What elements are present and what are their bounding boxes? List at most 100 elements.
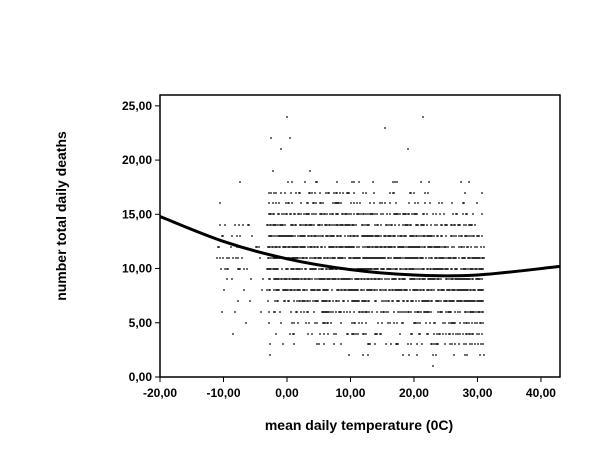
scatter-point <box>367 224 369 226</box>
scatter-point <box>420 235 422 237</box>
axis-ticks: -20,00 -10,00 0,00 10,00 20,00 30,00 40,000,00… <box>122 99 556 400</box>
scatter-point <box>376 257 378 259</box>
scatter-point <box>468 333 470 335</box>
scatter-point <box>434 224 436 226</box>
scatter-point <box>418 246 420 248</box>
scatter-point <box>446 289 448 291</box>
scatter-point <box>470 224 472 226</box>
scatter-point <box>295 224 297 226</box>
scatter-point <box>386 213 388 215</box>
scatter-point <box>451 289 453 291</box>
scatter-point <box>281 268 283 270</box>
scatter-point <box>369 257 371 259</box>
scatter-point <box>332 235 334 237</box>
scatter-point <box>389 246 391 248</box>
scatter-point <box>290 192 292 194</box>
scatter-point <box>420 311 422 313</box>
scatter-point <box>432 278 434 280</box>
scatter-point <box>348 257 350 259</box>
scatter-point <box>343 311 345 313</box>
scatter-point <box>356 300 358 302</box>
scatter-point <box>376 289 378 291</box>
scatter-point <box>397 289 399 291</box>
scatter-point <box>429 202 431 204</box>
scatter-point <box>351 181 353 183</box>
scatter-point <box>407 343 409 345</box>
scatter-point <box>376 246 378 248</box>
scatter-point <box>465 311 467 313</box>
scatter-point <box>463 322 465 324</box>
scatter-point <box>374 246 376 248</box>
scatter-point <box>297 278 299 280</box>
scatter-point <box>464 289 466 291</box>
scatter-point <box>443 300 445 302</box>
scatter-point <box>364 235 366 237</box>
scatter-point <box>387 246 389 248</box>
scatter-point <box>295 246 297 248</box>
scatter-point <box>275 278 277 280</box>
scatter-point <box>290 311 292 313</box>
scatter-point <box>338 278 340 280</box>
scatter-point <box>256 246 258 248</box>
scatter-point <box>446 224 448 226</box>
scatter-point <box>475 257 477 259</box>
scatter-point <box>366 235 368 237</box>
scatter-point <box>230 246 232 248</box>
scatter-point <box>301 278 303 280</box>
scatter-point <box>469 311 471 313</box>
scatter-point <box>477 300 479 302</box>
scatter-point <box>297 257 299 259</box>
scatter-point <box>476 322 478 324</box>
scatter-point <box>458 278 460 280</box>
scatter-point <box>430 235 432 237</box>
scatter-point <box>414 322 416 324</box>
scatter-point <box>323 278 325 280</box>
scatter-point <box>345 246 347 248</box>
scatter-point <box>326 278 328 280</box>
scatter-point <box>416 311 418 313</box>
scatter-point <box>303 235 305 237</box>
scatter-point <box>383 268 385 270</box>
scatter-point <box>304 246 306 248</box>
scatter-point <box>445 278 447 280</box>
scatter-point <box>451 268 453 270</box>
scatter-point <box>369 268 371 270</box>
scatter-point <box>430 268 432 270</box>
scatter-point <box>337 224 339 226</box>
scatter-point <box>350 202 352 204</box>
scatter-point <box>313 289 315 291</box>
scatter-point <box>444 300 446 302</box>
scatter-point <box>367 257 369 259</box>
scatter-point <box>294 224 296 226</box>
scatter-point <box>481 289 483 291</box>
scatter-point <box>300 224 302 226</box>
scatter-point <box>315 202 317 204</box>
scatter-point <box>417 246 419 248</box>
scatter-point <box>437 311 439 313</box>
scatter-point <box>258 246 260 248</box>
scatter-point <box>362 268 364 270</box>
scatter-point <box>454 268 456 270</box>
scatter-point <box>284 300 286 302</box>
scatter-point <box>411 257 413 259</box>
scatter-point <box>410 343 412 345</box>
scatter-point <box>390 235 392 237</box>
scatter-point <box>433 333 435 335</box>
scatter-point <box>338 202 340 204</box>
scatter-point <box>303 278 305 280</box>
scatter-point <box>435 268 437 270</box>
scatter-point <box>483 354 485 356</box>
scatter-point <box>363 268 365 270</box>
scatter-point <box>278 278 280 280</box>
scatter-point <box>309 268 311 270</box>
scatter-point <box>368 289 370 291</box>
scatter-point <box>467 246 469 248</box>
scatter-point <box>437 300 439 302</box>
scatter-point <box>448 300 450 302</box>
scatter-point <box>481 192 483 194</box>
scatter-point <box>324 311 326 313</box>
scatter-point <box>293 246 295 248</box>
scatter-point <box>280 192 282 194</box>
scatter-point <box>375 268 377 270</box>
scatter-point <box>266 289 268 291</box>
